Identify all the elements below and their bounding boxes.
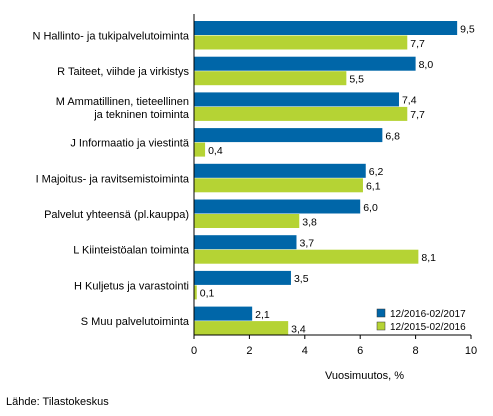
bar xyxy=(194,285,197,300)
bar xyxy=(194,270,291,285)
category-label: J Informaatio ja viestintä xyxy=(70,138,189,150)
legend-swatch xyxy=(376,308,386,318)
legend: 12/2016-02/2017 12/2015-02/2016 xyxy=(376,308,466,333)
bar xyxy=(194,249,419,264)
bar xyxy=(194,35,408,50)
bar xyxy=(194,235,297,250)
x-tick-label: 4 xyxy=(302,345,308,357)
category-label-line: ja tekninen toiminta xyxy=(93,109,190,121)
bar xyxy=(194,71,347,86)
bar xyxy=(194,92,399,107)
category-label: R Taiteet, viihde ja virkistys xyxy=(57,66,189,78)
data-label: 3,8 xyxy=(302,216,317,228)
data-label: 5,5 xyxy=(349,73,364,85)
bar xyxy=(194,306,253,321)
data-label: 0,4 xyxy=(208,145,223,157)
data-label: 3,7 xyxy=(299,237,314,249)
data-label: 6,0 xyxy=(363,202,378,214)
bar xyxy=(194,321,289,336)
data-label: 0,1 xyxy=(200,288,215,300)
category-label-line: H Kuljetus ja varastointi xyxy=(74,280,189,292)
category-label-line: J Informaatio ja viestintä xyxy=(70,138,189,150)
data-label: 3,5 xyxy=(294,273,309,285)
x-axis-ticks: 0 2 4 6 8 10 xyxy=(191,335,477,357)
category-label-line: S Muu palvelutoiminta xyxy=(81,316,190,328)
category-label: S Muu palvelutoiminta xyxy=(81,316,190,328)
data-label: 7,7 xyxy=(410,109,425,121)
data-label: 2,1 xyxy=(255,309,270,321)
category-label-line: R Taiteet, viihde ja virkistys xyxy=(57,66,189,78)
category-label-line: L Kiinteistöalan toiminta xyxy=(73,245,190,257)
bar xyxy=(194,199,361,214)
category-label: H Kuljetus ja varastointi xyxy=(74,280,189,292)
data-label: 7,7 xyxy=(410,38,425,50)
legend-label: 12/2016-02/2017 xyxy=(390,309,466,320)
bar xyxy=(194,21,458,35)
x-tick-label: 2 xyxy=(246,345,252,357)
data-label: 6,1 xyxy=(366,181,381,193)
data-label: 9,5 xyxy=(460,23,475,35)
source-note: Lähde: Tilastokeskus xyxy=(6,396,109,408)
bar xyxy=(194,142,206,157)
x-tick-label: 8 xyxy=(413,345,419,357)
data-label: 8,1 xyxy=(421,252,436,264)
category-label: I Majoitus- ja ravitsemistoiminta xyxy=(36,173,190,185)
x-axis-title: Vuosimuutos, % xyxy=(325,370,404,382)
x-tick-label: 0 xyxy=(191,345,197,357)
bar xyxy=(194,214,300,228)
bar xyxy=(194,163,366,178)
category-label: L Kiinteistöalan toiminta xyxy=(73,245,190,257)
category-label-line: M Ammatillinen, tieteellinen xyxy=(56,96,189,108)
category-label-line: N Hallinto- ja tukipalvelutoiminta xyxy=(32,31,189,43)
bars-layer xyxy=(194,21,458,336)
legend-swatch xyxy=(376,321,386,331)
category-label-line: I Majoitus- ja ravitsemistoiminta xyxy=(36,173,190,185)
bar xyxy=(194,106,408,121)
data-label: 8,0 xyxy=(419,59,434,71)
data-label: 7,4 xyxy=(402,95,417,107)
data-label: 6,2 xyxy=(369,166,384,178)
category-label-line: Palvelut yhteensä (pl.kauppa) xyxy=(44,209,189,221)
data-label: 6,8 xyxy=(385,130,400,142)
legend-label: 12/2015-02/2016 xyxy=(390,322,466,333)
x-tick-label: 6 xyxy=(357,345,363,357)
data-label: 3,4 xyxy=(291,323,306,335)
x-tick-label: 10 xyxy=(465,345,477,357)
bar xyxy=(194,128,383,143)
category-label: M Ammatillinen, tieteellinen ja tekninen … xyxy=(56,96,190,121)
bar xyxy=(194,56,416,71)
category-label: Palvelut yhteensä (pl.kauppa) xyxy=(44,209,189,221)
category-label: N Hallinto- ja tukipalvelutoiminta xyxy=(32,31,189,43)
bar xyxy=(194,178,363,193)
labels-layer: N Hallinto- ja tukipalvelutoiminta 9,5 7,7… xyxy=(32,23,474,335)
